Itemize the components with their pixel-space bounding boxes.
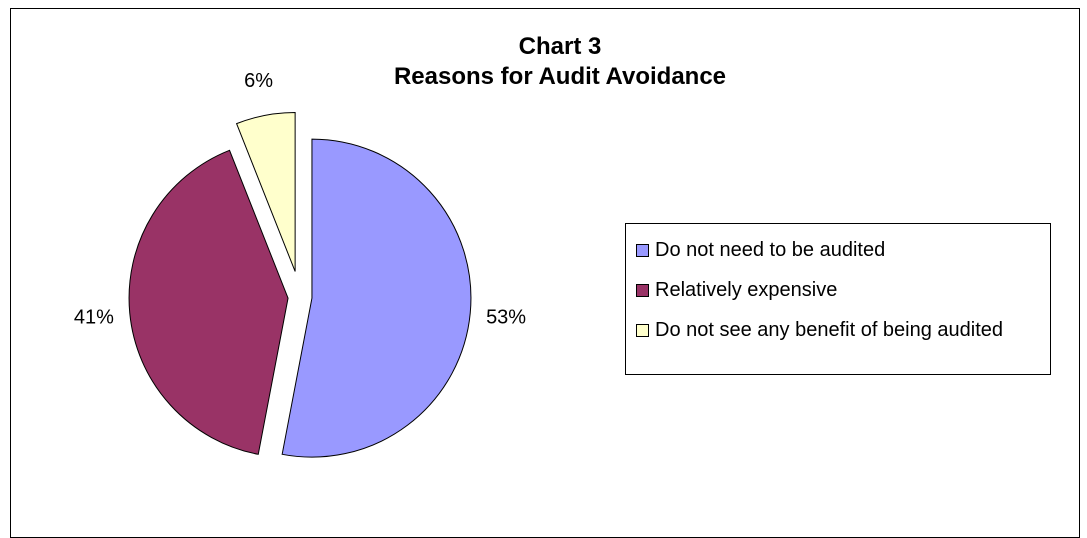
pie-slice-no-benefit xyxy=(235,111,296,272)
legend-label-no-benefit: Do not see any benefit of being audited xyxy=(655,318,1004,341)
chart-title-line-1: Chart 3 xyxy=(518,33,602,60)
legend-swatch-need-audit xyxy=(636,243,649,257)
legend-item-need-audit: Do not need to be audited xyxy=(636,237,1050,263)
data-label-expensive: 41% xyxy=(74,306,114,328)
pie-slice-need-audit xyxy=(281,138,472,458)
legend-item-no-benefit: Do not see any benefit of being audited xyxy=(636,317,1050,343)
pie-slice-expensive xyxy=(128,149,289,455)
legend-swatch-no-benefit xyxy=(636,323,649,337)
pie-chart: 53% 41% 6% xyxy=(74,70,526,458)
legend-swatch-expensive xyxy=(636,283,649,297)
data-label-no-benefit: 6% xyxy=(244,70,273,92)
chart-subtitle: Reasons for Audit Avoidance xyxy=(393,63,727,90)
data-label-need-audit: 53% xyxy=(486,306,526,328)
chart-title: Chart 3 Reasons for Audit Avoidance xyxy=(300,32,820,92)
legend-label-expensive: Relatively expensive xyxy=(655,278,838,301)
legend-label-need-audit: Do not need to be audited xyxy=(655,238,886,261)
legend-item-expensive: Relatively expensive xyxy=(636,277,1050,303)
chart-legend: Do not need to be audited Relatively exp… xyxy=(625,223,1051,375)
